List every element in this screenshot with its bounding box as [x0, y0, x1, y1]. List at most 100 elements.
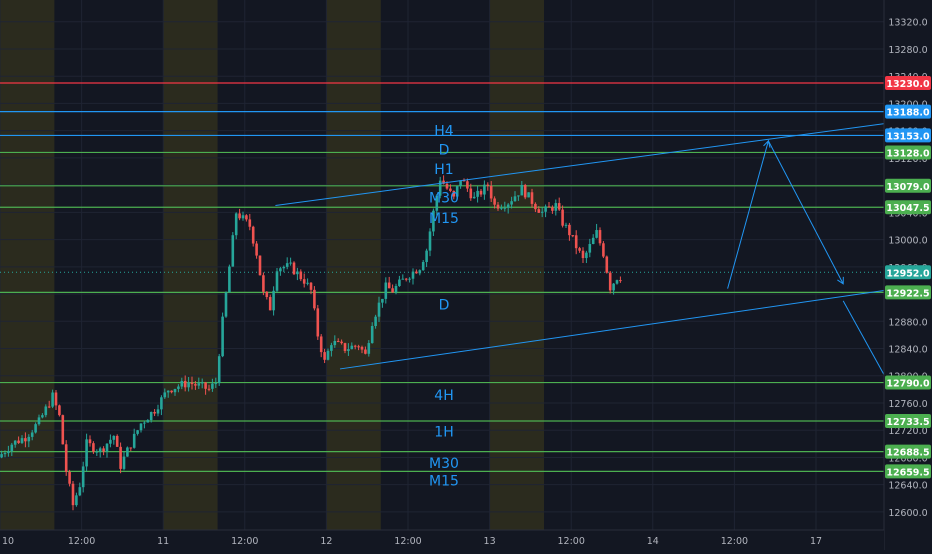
candle-body — [394, 285, 398, 293]
price-badge-label: 12952.0 — [886, 268, 930, 279]
candle-body — [445, 183, 449, 189]
price-badge-label: 13128.0 — [886, 148, 930, 159]
candle-body — [585, 252, 588, 259]
trend-line — [339, 283, 932, 370]
candle-body — [265, 291, 269, 298]
time-tick-label: 14 — [647, 536, 659, 547]
candle-body — [483, 184, 486, 195]
candle-body — [88, 439, 92, 444]
candle-body — [391, 288, 394, 293]
candle-body — [68, 471, 71, 484]
time-axis[interactable]: 10 12:00 11 12:00 12 12:00 13 12:00 14 12:00 17 — [0, 529, 884, 550]
candle-body — [282, 266, 286, 269]
price-badge-label: 13047.5 — [886, 203, 929, 214]
candle-body — [527, 192, 530, 198]
candle-body — [333, 340, 337, 346]
candle-body — [75, 495, 78, 506]
candle-body — [268, 297, 272, 311]
candle-body — [0, 454, 3, 458]
price-tick-label: 12840.0 — [888, 345, 927, 356]
candle-body — [561, 209, 564, 226]
candle-body — [109, 439, 112, 444]
candle-body — [401, 278, 405, 280]
candle-body — [309, 282, 313, 290]
level-annotation: 4H — [434, 388, 453, 404]
candle-body — [578, 248, 581, 251]
candles — [0, 175, 622, 511]
projection-arrowhead-up — [763, 139, 771, 148]
candle-body — [37, 417, 41, 425]
candle-body — [438, 180, 442, 196]
candle-body — [404, 278, 408, 280]
candle-body — [51, 392, 54, 407]
candle-body — [425, 250, 428, 262]
price-badge-label: 13153.0 — [886, 131, 930, 142]
candle-body — [347, 349, 350, 351]
candle-body — [85, 439, 88, 467]
candle-body — [479, 190, 483, 195]
candle-body — [30, 432, 34, 437]
candle-body — [163, 392, 167, 398]
candle-body — [398, 279, 401, 286]
candle-body — [47, 406, 51, 408]
session-band — [489, 0, 544, 530]
candle-body — [374, 316, 377, 327]
candle-body — [476, 190, 479, 197]
candle-body — [588, 244, 592, 253]
candle-body — [367, 343, 371, 354]
candle-body — [336, 340, 340, 342]
time-tick-label: 12:00 — [558, 536, 585, 547]
price-tick-label: 12880.0 — [888, 317, 927, 328]
price-tick-label: 12760.0 — [888, 399, 927, 410]
session-band — [163, 0, 218, 530]
candle-body — [568, 224, 571, 236]
time-tick-label: 11 — [157, 536, 169, 547]
price-badge-label: 13079.0 — [886, 182, 930, 193]
candle-body — [279, 268, 282, 272]
grid-lines — [0, 0, 884, 530]
candle-body — [289, 262, 292, 264]
candle-body — [571, 235, 575, 237]
session-band — [0, 0, 55, 530]
candle-body — [275, 271, 279, 291]
price-badge-label: 12790.0 — [886, 379, 930, 390]
level-annotation: M15 — [429, 211, 459, 227]
candle-body — [323, 352, 326, 360]
candle-body — [217, 356, 221, 384]
candle-body — [71, 483, 75, 506]
candle-body — [200, 382, 204, 384]
candle-body — [54, 392, 58, 406]
candle-body — [619, 280, 622, 282]
candle-body — [377, 302, 381, 317]
candle-body — [81, 466, 85, 488]
candle-body — [126, 447, 129, 457]
candle-body — [608, 272, 612, 291]
candle-body — [326, 350, 330, 360]
candle-body — [255, 243, 258, 256]
candle-body — [452, 190, 456, 197]
price-badge-label: 12733.5 — [886, 417, 929, 428]
candle-body — [248, 219, 252, 227]
level-annotation: M30 — [429, 456, 459, 472]
candle-body — [228, 266, 231, 293]
candle-body — [360, 346, 364, 350]
level-annotation: H1 — [434, 162, 453, 178]
candle-body — [517, 195, 520, 197]
candle-body — [190, 382, 194, 385]
price-badge-label: 12922.5 — [886, 288, 929, 299]
candle-body — [166, 390, 170, 393]
candle-body — [58, 405, 61, 416]
level-annotation: 1H — [434, 425, 453, 441]
candle-body — [224, 292, 228, 317]
candle-body — [428, 231, 432, 251]
candle-body — [357, 346, 360, 348]
time-tick-label: 12 — [320, 536, 332, 547]
candle-body — [207, 388, 211, 390]
candle-body — [17, 440, 20, 443]
candle-body — [343, 343, 347, 351]
candle-body — [330, 345, 333, 351]
